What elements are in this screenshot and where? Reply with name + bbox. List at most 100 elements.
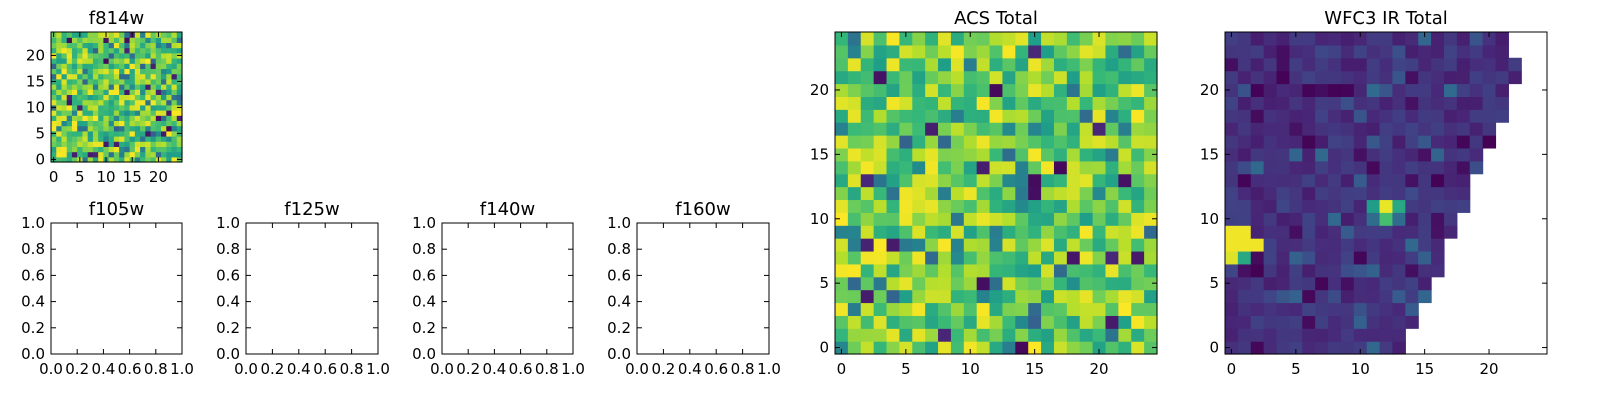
heatmap-cell (119, 68, 125, 75)
heatmap-cell (161, 141, 167, 147)
heatmap-cell (1366, 199, 1381, 213)
heatmap-cell (77, 120, 84, 127)
y-tick-label: 0.6 (216, 266, 240, 284)
heatmap-cell (1456, 44, 1471, 59)
heatmap-cell (129, 110, 136, 116)
heatmap-cell (1405, 160, 1419, 175)
heatmap-cell (1250, 122, 1265, 136)
heatmap-cell (1053, 186, 1068, 201)
heatmap-cell (82, 68, 89, 75)
heatmap-cell (87, 151, 94, 158)
heatmap-cell (71, 146, 78, 153)
heatmap-cell (950, 225, 965, 239)
heatmap-cell (1144, 160, 1158, 175)
heatmap-cell (1225, 315, 1239, 329)
heatmap-cell (56, 130, 63, 137)
heatmap-cell (1263, 70, 1278, 85)
heatmap-cell (1315, 160, 1329, 175)
x-tick-label: 5 (901, 360, 911, 378)
heatmap-cell (82, 84, 89, 90)
heatmap-cell (950, 160, 965, 175)
heatmap-cell (1340, 212, 1355, 226)
heatmap-cell (61, 141, 68, 147)
heatmap-cell (140, 151, 146, 158)
heatmap-cell (108, 125, 115, 132)
heatmap-cell (1028, 341, 1042, 355)
heatmap-cell (56, 110, 63, 116)
heatmap-cell (976, 263, 991, 278)
axes-frame (636, 222, 770, 355)
heatmap-cell (166, 151, 173, 158)
heatmap-cell (1002, 122, 1016, 136)
heatmap-cell (71, 78, 78, 85)
heatmap-cell (66, 125, 73, 132)
heatmap-cell (1340, 276, 1355, 291)
heatmap-cell (912, 238, 926, 252)
heatmap-cell (1353, 147, 1368, 162)
heatmap-cell (92, 151, 99, 158)
heatmap-cell (835, 289, 849, 304)
heatmap-cell (150, 73, 157, 80)
heatmap-cell (1392, 96, 1406, 110)
heatmap-cell (1225, 341, 1239, 355)
heatmap-cell (61, 47, 68, 54)
heatmap-cell (171, 146, 178, 153)
heatmap-cell (150, 89, 157, 95)
heatmap-cell (176, 68, 183, 75)
x-tick-label: 10 (96, 168, 115, 186)
heatmap-cell (134, 84, 141, 90)
heatmap-cell (1443, 225, 1458, 239)
heatmap-cell (963, 32, 978, 46)
heatmap-cell (835, 199, 849, 213)
heatmap-cell (938, 70, 952, 85)
heatmap-cell (912, 199, 926, 213)
heatmap-cell (1263, 122, 1278, 136)
heatmap-cell (1302, 225, 1316, 239)
heatmap-cell (1053, 57, 1068, 72)
heatmap-cell (873, 109, 888, 123)
heatmap-cell (886, 44, 900, 59)
heatmap-cell (938, 212, 952, 226)
heatmap-cell (56, 63, 63, 69)
heatmap-cell (873, 122, 888, 136)
heatmap-cell (1392, 199, 1406, 213)
heatmap-cell (77, 99, 84, 106)
heatmap-cell (1353, 186, 1368, 201)
heatmap-cell (1066, 315, 1081, 329)
heatmap-cell (108, 52, 115, 59)
heatmap-cell (77, 115, 84, 121)
heatmap-cell (1053, 212, 1068, 226)
heatmap-cell (1041, 199, 1055, 213)
heatmap-cell (56, 68, 63, 75)
heatmap-cell (113, 110, 120, 116)
heatmap-cell (912, 96, 926, 110)
heatmap-cell (92, 99, 99, 106)
heatmap-cell (1302, 83, 1316, 97)
heatmap-cell (989, 147, 1004, 162)
heatmap-cell (1405, 135, 1419, 149)
heatmap-cell (61, 68, 68, 75)
heatmap-cell (1379, 32, 1394, 46)
heatmap-cell (1328, 96, 1342, 110)
heatmap-cell (1079, 212, 1094, 226)
heatmap-cell (1066, 289, 1081, 304)
heatmap-cell (1092, 96, 1107, 110)
heatmap-cell (1418, 212, 1432, 226)
heatmap-cell (1015, 276, 1029, 291)
heatmap-cell (140, 37, 146, 43)
heatmap-cell (1431, 122, 1445, 136)
heatmap-cell (82, 94, 89, 101)
heatmap-cell (1002, 341, 1016, 355)
heatmap-cell (56, 52, 63, 59)
heatmap-cell (1237, 238, 1252, 252)
heatmap-cell (1066, 44, 1081, 59)
heatmap-cell (1250, 341, 1265, 355)
heatmap-cell (1405, 83, 1419, 97)
heatmap-cell (140, 42, 146, 49)
heatmap-cell (1002, 212, 1016, 226)
heatmap-cell (835, 315, 849, 329)
heatmap-cell (1340, 173, 1355, 188)
heatmap-cell (1392, 83, 1406, 97)
heatmap-cell (899, 238, 913, 252)
